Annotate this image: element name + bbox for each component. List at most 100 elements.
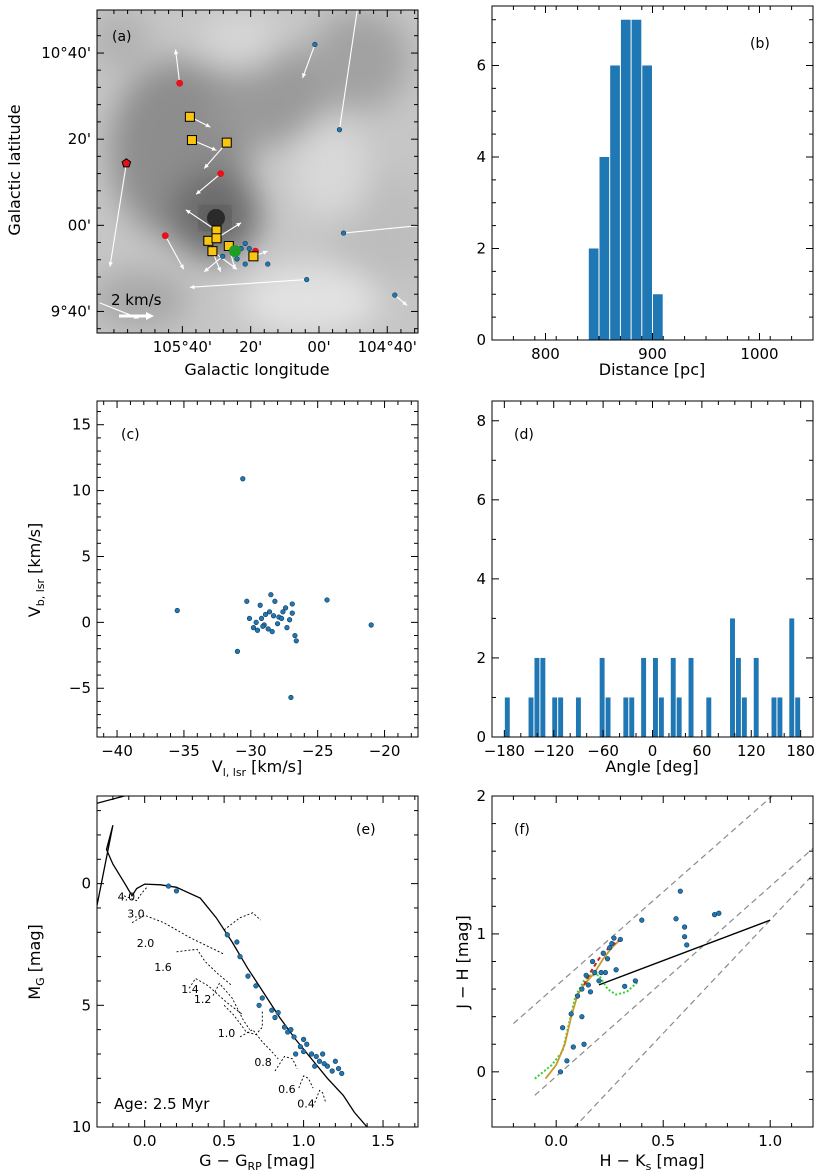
mass-label: 1.6 bbox=[154, 961, 172, 974]
panel-a-frame bbox=[96, 9, 419, 334]
velocity-point bbox=[274, 621, 281, 627]
pm-arrowhead bbox=[402, 300, 408, 306]
color-color-point bbox=[557, 1069, 564, 1075]
color-color-point bbox=[598, 969, 604, 976]
y-tick-label: 4 bbox=[476, 570, 486, 588]
x-tick-label: −60 bbox=[587, 742, 619, 760]
histogram-bar bbox=[605, 697, 611, 737]
panel-c-label: (c) bbox=[121, 427, 140, 443]
x-tick-label: 1.0 bbox=[292, 1132, 316, 1150]
cmd-point bbox=[256, 1002, 262, 1008]
x-tick-label: 1000 bbox=[740, 345, 778, 363]
histogram-bar bbox=[777, 697, 783, 737]
cmd-point bbox=[329, 1068, 335, 1074]
pm-arrowhead bbox=[108, 261, 113, 267]
velocity-point bbox=[254, 627, 261, 633]
member-point bbox=[392, 292, 398, 298]
color-color-points bbox=[557, 888, 722, 1075]
color-color-point bbox=[681, 934, 688, 940]
pm-vector bbox=[207, 240, 222, 273]
x-tick-label: 800 bbox=[531, 345, 560, 363]
panel-a-ylabel: Galactic latitude bbox=[5, 104, 24, 235]
pm-arrowhead bbox=[236, 222, 242, 227]
x-tick-label: 20' bbox=[239, 338, 262, 356]
pm-arrowhead bbox=[262, 250, 268, 255]
evolutionary-track bbox=[314, 1089, 327, 1103]
color-color-point bbox=[592, 969, 598, 976]
histogram-bar bbox=[753, 657, 759, 737]
color-color-point bbox=[560, 1025, 566, 1031]
pm-arrowhead bbox=[185, 209, 191, 215]
x-tick-label: 0 bbox=[648, 742, 658, 760]
panel-a-markers bbox=[121, 41, 398, 298]
cmd-point bbox=[320, 1051, 326, 1057]
mass-labels: 4.0 3.0 2.0 1.6 1.41.2 1.0 0.8 0.60.4 bbox=[118, 891, 315, 1111]
histogram-bar bbox=[706, 697, 712, 737]
velocity-point bbox=[174, 607, 180, 614]
x-tick-label: −30 bbox=[235, 742, 267, 760]
cmd-point bbox=[300, 1036, 307, 1042]
histogram-bar bbox=[552, 697, 558, 737]
x-tick-label: 0.5 bbox=[212, 1132, 236, 1150]
y-tick-label: 10°40' bbox=[41, 44, 91, 62]
velocity-point bbox=[280, 609, 286, 615]
evolutionary-track bbox=[223, 1004, 263, 1036]
x-tick-label: −20 bbox=[369, 742, 401, 760]
cmd-point bbox=[269, 1007, 275, 1013]
cmd-point bbox=[316, 1058, 323, 1064]
cmd-tracks bbox=[97, 796, 368, 1127]
cmd-point bbox=[237, 954, 243, 960]
panel-f-ylabel: J − H [mag] bbox=[453, 915, 472, 1009]
color-color-point bbox=[622, 983, 628, 989]
pm-arrowhead bbox=[179, 264, 184, 270]
x-tick-label: 104°40' bbox=[358, 338, 417, 356]
x-tick-label: 180 bbox=[786, 742, 815, 760]
mass-label: 1.2 bbox=[194, 993, 212, 1006]
color-color-point bbox=[570, 1044, 576, 1050]
velocity-point bbox=[289, 601, 295, 607]
velocity-point bbox=[292, 632, 298, 639]
x-tick-label: −180 bbox=[484, 742, 525, 760]
cmd-point bbox=[173, 888, 180, 894]
cmd-points bbox=[165, 883, 345, 1077]
panel-c-axes: −40 −35 −30 −25 −20 −5 0 5 10 15 bbox=[69, 401, 418, 760]
x-tick-label: 00' bbox=[307, 338, 330, 356]
histogram-bar bbox=[653, 657, 658, 737]
panel-a-axes: 105°40' 20' 00' 104°40' 9°40' 00' 20' 10°40' bbox=[41, 10, 418, 356]
velocity-point bbox=[282, 605, 289, 611]
mass-label: 0.6 bbox=[278, 1083, 296, 1096]
color-color-point bbox=[677, 888, 683, 894]
color-color-point bbox=[564, 1058, 570, 1064]
pm-vector bbox=[109, 163, 127, 267]
y-tick-label: 0 bbox=[476, 728, 486, 746]
panel-a-xlabel: Galactic longitude bbox=[184, 360, 329, 379]
cmd-point bbox=[288, 1027, 294, 1033]
member-point bbox=[336, 127, 343, 133]
velocity-point bbox=[284, 625, 290, 631]
pm-arrowhead bbox=[173, 49, 179, 55]
velocity-point bbox=[266, 609, 273, 615]
y-tick-label: 2 bbox=[476, 649, 486, 667]
panel-b-label: (b) bbox=[750, 36, 770, 52]
velocity-point bbox=[368, 622, 374, 628]
cmd-point bbox=[339, 1070, 345, 1077]
color-color-point bbox=[579, 1014, 585, 1020]
cmd-point bbox=[297, 1044, 304, 1050]
cmd-point bbox=[253, 983, 259, 989]
x-tick-label: 60 bbox=[692, 742, 711, 760]
histogram-bar bbox=[631, 19, 642, 340]
histogram-bar bbox=[540, 657, 546, 737]
panel-f-axes: 0.0 0.5 1.0 0 1 2 bbox=[476, 787, 813, 1150]
evolutionary-track bbox=[176, 948, 233, 987]
histogram-bar bbox=[528, 697, 534, 737]
pm-arrowhead bbox=[205, 123, 211, 128]
scale-label: 2 km/s bbox=[111, 291, 162, 309]
histogram-bar bbox=[653, 294, 663, 340]
red-point bbox=[217, 170, 225, 178]
yellow-square bbox=[186, 135, 197, 146]
pm-vector bbox=[189, 279, 307, 288]
color-color-point bbox=[607, 945, 613, 951]
pm-arrowhead bbox=[204, 163, 209, 169]
histogram-bar bbox=[629, 697, 635, 737]
cmd-point bbox=[165, 883, 172, 889]
